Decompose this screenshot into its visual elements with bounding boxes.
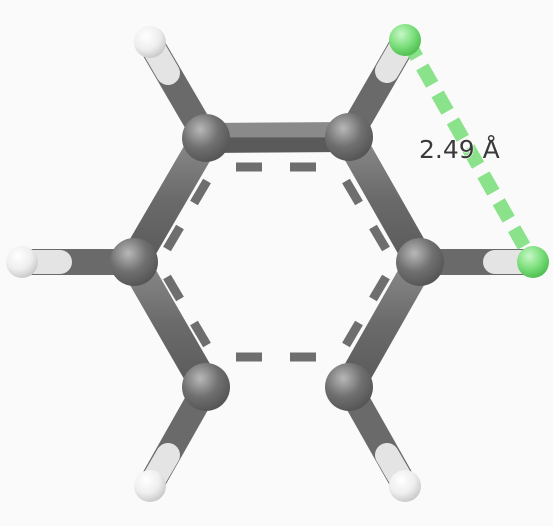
- ring-bonds: [119, 122, 435, 402]
- hydrogen-atom-1[interactable]: [134, 26, 166, 58]
- aromatic-dash-6b: [190, 178, 211, 206]
- distance-measure-line[interactable]: [400, 36, 540, 266]
- aromatic-dash-3b: [342, 320, 363, 348]
- carbon-atoms: [110, 113, 444, 411]
- hydrogen-atom-4[interactable]: [389, 470, 421, 502]
- aromatic-dash-3a: [369, 274, 390, 302]
- carbon-atom-2[interactable]: [325, 113, 373, 161]
- carbon-atom-6[interactable]: [110, 238, 158, 286]
- distance-label: 2.49 Å: [419, 135, 500, 164]
- selected-hydrogens: [389, 24, 549, 278]
- hydrogen-atom-5[interactable]: [134, 470, 166, 502]
- aromatic-dash-5b: [163, 274, 184, 302]
- aromatic-dash-5a: [190, 320, 211, 348]
- carbon-atom-3[interactable]: [396, 238, 444, 286]
- carbon-atom-1[interactable]: [182, 114, 230, 162]
- carbon-atom-4[interactable]: [325, 363, 373, 411]
- hydrogen-atoms: [6, 26, 421, 502]
- aromatic-dash-2b: [369, 224, 390, 252]
- bond-c5-c6[interactable]: [119, 247, 221, 402]
- carbon-atom-5[interactable]: [182, 363, 230, 411]
- aromatic-dash-6a: [163, 224, 184, 252]
- hydrogen-atom-6[interactable]: [6, 246, 38, 278]
- hydrogen-atom-3-selected[interactable]: [517, 246, 549, 278]
- ch-bonds: [9, 27, 543, 499]
- hydrogen-atom-2-selected[interactable]: [389, 24, 421, 56]
- aromatic-ring: [163, 162, 390, 362]
- aromatic-dash-2a: [342, 178, 363, 206]
